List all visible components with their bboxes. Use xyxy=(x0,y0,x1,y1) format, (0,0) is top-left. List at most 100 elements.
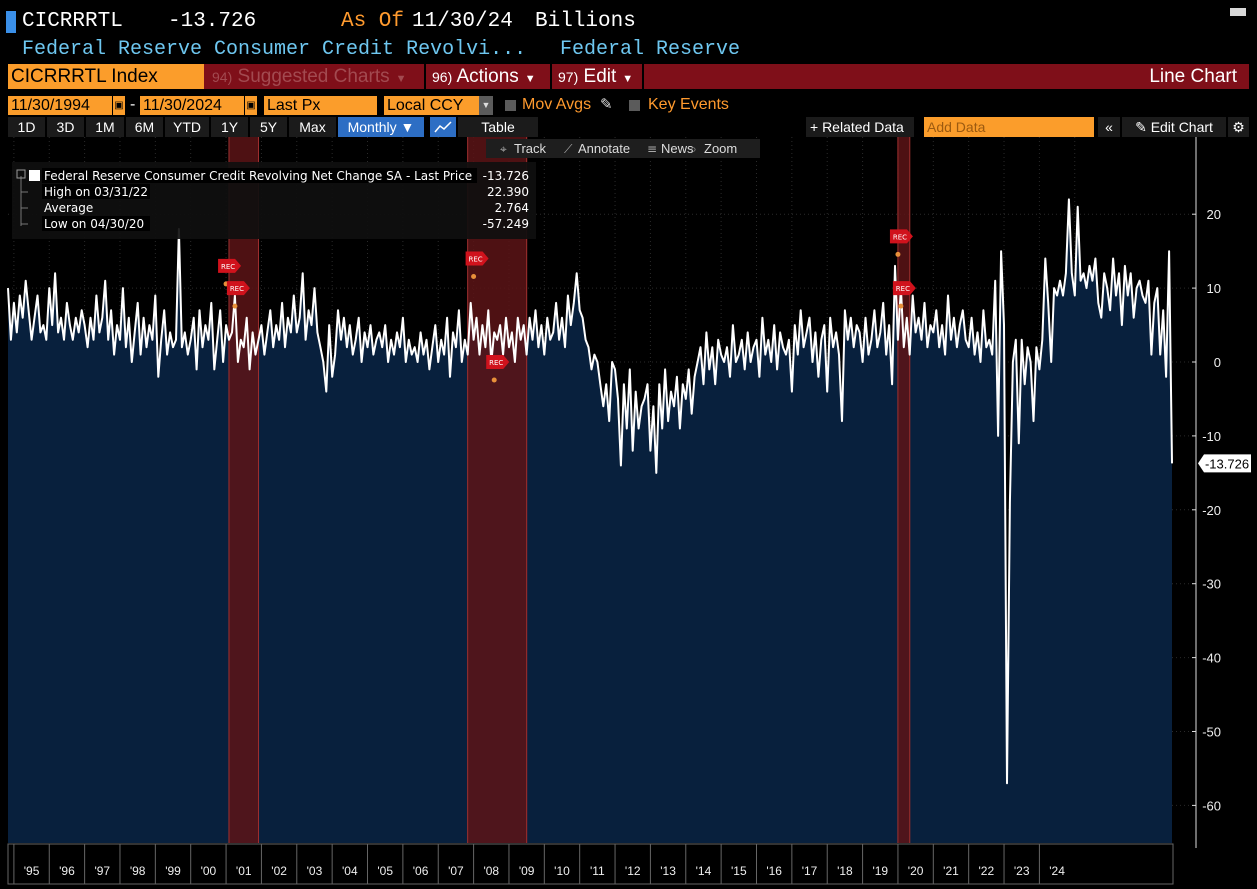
legend-low-label: Low on 04/30/20 xyxy=(44,217,144,231)
ticker-symbol: CICRRRTL xyxy=(22,10,123,33)
track-tool-button[interactable]: Track xyxy=(514,141,547,156)
recession-marker-label: REC xyxy=(896,285,910,293)
recession-marker-label: REC xyxy=(469,256,483,264)
price-field[interactable]: Last Px xyxy=(264,96,377,115)
y-axis-tick-label: -50 xyxy=(1202,725,1221,740)
options-bar: 11/30/1994 ▣ - 11/30/2024 ▣ Last Px Loca… xyxy=(8,95,1248,116)
related-data-button[interactable]: + Related Data xyxy=(806,117,914,137)
recession-marker[interactable] xyxy=(892,281,916,296)
calendar-icon[interactable]: ▣ xyxy=(112,96,125,115)
recession-marker-dot xyxy=(898,303,904,309)
x-axis-tick-label: '22 xyxy=(979,864,995,878)
chevron-down-icon: ▼ xyxy=(395,73,407,85)
recession-marker-dot xyxy=(895,251,901,257)
x-axis-tick-label: '04 xyxy=(342,864,358,878)
key-events-checkbox[interactable] xyxy=(629,100,640,111)
currency-field[interactable]: Local CCY xyxy=(384,96,479,115)
x-axis-tick-label: '23 xyxy=(1014,864,1030,878)
recession-marker[interactable] xyxy=(465,251,489,266)
legend-collapse-icon[interactable] xyxy=(16,169,26,179)
recession-band xyxy=(467,137,527,843)
edit-menu[interactable]: 97) Edit ▼ xyxy=(558,64,633,89)
x-axis-tick-label: '06 xyxy=(413,864,429,878)
collapse-icon[interactable]: « xyxy=(1098,117,1120,137)
pencil-icon: ✎ xyxy=(1135,119,1147,135)
x-axis-tick-label: '03 xyxy=(307,864,323,878)
currency-dropdown-icon[interactable]: ▼ xyxy=(479,96,493,115)
y-axis-tick-label: -40 xyxy=(1202,651,1221,666)
line-chart-icon[interactable] xyxy=(430,117,456,137)
edit-chart-label: Edit Chart xyxy=(1150,119,1213,135)
period-ytd[interactable]: YTD xyxy=(165,117,209,137)
menu-bar: CICRRRTL Index 94) Suggested Charts ▼ 96)… xyxy=(8,64,1249,89)
key-events-label[interactable]: Key Events xyxy=(648,96,729,113)
x-axis-tick-label: '98 xyxy=(130,864,146,878)
period-6m[interactable]: 6M xyxy=(126,117,163,137)
news-icon[interactable]: ≡ xyxy=(647,142,657,156)
last-value-tag xyxy=(1198,454,1251,473)
start-date-field[interactable]: 11/30/1994 xyxy=(8,96,112,115)
frequency-dropdown[interactable]: Monthly ▼ xyxy=(338,117,424,137)
actions-menu[interactable]: 96) Actions ▼ xyxy=(432,64,536,89)
calendar-icon[interactable]: ▣ xyxy=(244,96,257,115)
pencil-icon[interactable]: ✎ xyxy=(600,96,613,113)
legend-series-label-bg xyxy=(42,168,477,183)
period-max[interactable]: Max xyxy=(289,117,336,137)
edit-chart-button[interactable]: ✎ Edit Chart xyxy=(1122,117,1226,137)
index-field[interactable]: CICRRRTL Index xyxy=(8,64,204,89)
chart-area[interactable]: REC REC REC REC REC REC 20 10 0 -10 -20 -30 -40 -50 -6… xyxy=(0,137,1257,889)
zoom-tool-button[interactable]: Zoom xyxy=(704,141,737,156)
recession-marker[interactable] xyxy=(889,229,913,244)
period-1d[interactable]: 1D xyxy=(8,117,45,137)
x-axis-tick-label: '14 xyxy=(696,864,712,878)
recession-marker[interactable] xyxy=(486,355,510,369)
recession-marker[interactable] xyxy=(218,258,242,273)
table-button[interactable]: Table xyxy=(458,117,538,137)
period-3d[interactable]: 3D xyxy=(47,117,84,137)
chart-type-label[interactable]: Line Chart xyxy=(1149,66,1237,87)
x-axis-tick-label: '11 xyxy=(590,864,605,878)
menu-divider xyxy=(550,64,552,89)
end-date-field[interactable]: 11/30/2024 xyxy=(140,96,244,115)
annotate-tool-button[interactable]: Annotate xyxy=(578,141,630,156)
suggested-charts-menu[interactable]: 94) Suggested Charts ▼ xyxy=(212,64,407,89)
x-axis-tick-label: '95 xyxy=(24,864,40,878)
recession-marker-dot xyxy=(232,303,238,309)
x-axis-tick-label: '10 xyxy=(554,864,570,878)
x-axis-tick-label: '08 xyxy=(483,864,499,878)
period-1y[interactable]: 1Y xyxy=(211,117,248,137)
track-icon[interactable]: ⌖ xyxy=(500,142,507,156)
y-axis-tick-label: -10 xyxy=(1202,429,1221,444)
y-axis-tick-label: -20 xyxy=(1202,503,1221,518)
recession-marker[interactable] xyxy=(226,281,250,296)
as-of-label: As Of xyxy=(341,10,405,33)
gear-icon[interactable]: ⚙ xyxy=(1228,117,1249,137)
mov-avgs-checkbox[interactable] xyxy=(505,100,516,111)
legend-high-value: 22.390 xyxy=(487,185,529,199)
window-corner-tab[interactable] xyxy=(1230,8,1246,16)
security-header: CICRRRTL -13.726 As Of 11/30/24 Billions xyxy=(6,8,1246,36)
legend-average-value: 2.764 xyxy=(495,201,529,215)
x-axis-tick-label: '99 xyxy=(165,864,181,878)
period-5y[interactable]: 5Y xyxy=(250,117,287,137)
x-axis-tick-label: '02 xyxy=(271,864,287,878)
legend-low-value: -57.249 xyxy=(483,217,529,231)
series-line[interactable] xyxy=(7,198,1173,785)
y-axis-tick-label: 20 xyxy=(1207,207,1221,222)
x-axis-tick-label: '18 xyxy=(837,864,853,878)
annotate-icon[interactable]: ⟋ xyxy=(564,142,573,156)
x-axis-tick-label: '13 xyxy=(660,864,676,878)
last-value: -13.726 xyxy=(168,10,257,33)
x-axis-tick-label: '16 xyxy=(766,864,782,878)
period-1m[interactable]: 1M xyxy=(86,117,124,137)
x-axis-tick-label: '19 xyxy=(872,864,888,878)
mov-avgs-label[interactable]: Mov Avgs xyxy=(522,96,592,113)
add-data-input[interactable]: Add Data xyxy=(924,117,1094,137)
x-axis-tick-label: '01 xyxy=(236,864,252,878)
news-tool-button[interactable]: News xyxy=(661,141,694,156)
x-axis-tick-label: '20 xyxy=(908,864,924,878)
legend-series-label: Federal Reserve Consumer Credit Revolvin… xyxy=(44,169,472,183)
zoom-icon[interactable]: ⌕ xyxy=(690,142,697,156)
recession-marker-label: REC xyxy=(230,285,244,293)
series-area-fill xyxy=(8,199,1172,843)
